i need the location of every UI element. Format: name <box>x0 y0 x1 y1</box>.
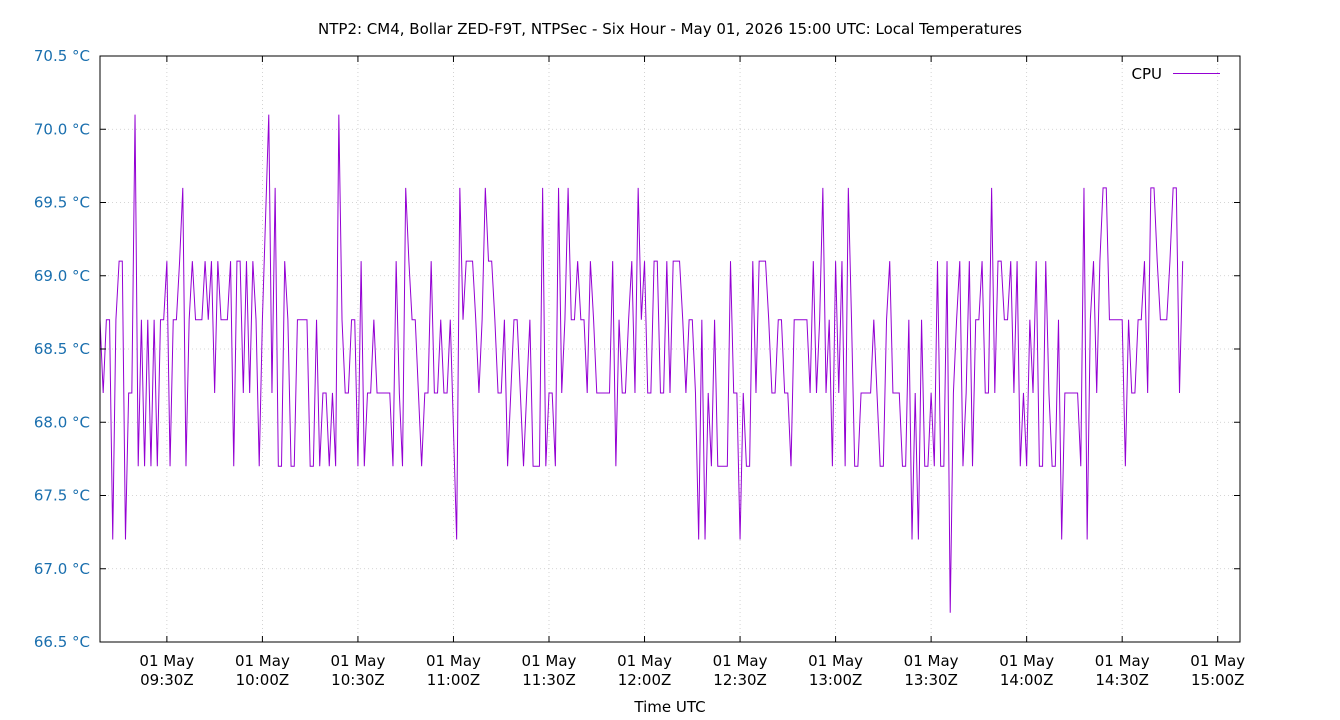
x-tick-label-time: 14:30Z <box>1095 671 1149 689</box>
x-tick-label-date: 01 May <box>330 652 385 670</box>
x-tick-label-time: 10:00Z <box>236 671 290 689</box>
x-tick-label-date: 01 May <box>904 652 959 670</box>
x-tick-label-date: 01 May <box>1190 652 1245 670</box>
x-tick-label-time: 13:00Z <box>809 671 863 689</box>
y-tick-label: 69.0 °C <box>34 267 90 285</box>
x-tick-label-date: 01 May <box>617 652 672 670</box>
x-tick-label-time: 15:00Z <box>1191 671 1245 689</box>
y-tick-label: 69.5 °C <box>34 194 90 212</box>
x-tick-label-time: 09:30Z <box>140 671 194 689</box>
x-tick-label-time: 10:30Z <box>331 671 385 689</box>
x-tick-label-date: 01 May <box>1095 652 1150 670</box>
x-tick-label-date: 01 May <box>999 652 1054 670</box>
x-tick-label-date: 01 May <box>522 652 577 670</box>
x-tick-label-time: 14:00Z <box>1000 671 1054 689</box>
x-axis-label: Time UTC <box>633 698 705 716</box>
y-tick-label: 70.0 °C <box>34 120 90 138</box>
y-tick-label: 70.5 °C <box>34 47 90 65</box>
x-tick-label-date: 01 May <box>713 652 768 670</box>
x-tick-label-date: 01 May <box>139 652 194 670</box>
x-tick-label-time: 11:00Z <box>427 671 481 689</box>
legend-label-cpu: CPU <box>1132 65 1163 83</box>
x-tick-label-time: 12:00Z <box>618 671 672 689</box>
tick-marks <box>100 55 1240 643</box>
x-tick-label-time: 12:30Z <box>713 671 767 689</box>
x-tick-label-date: 01 May <box>808 652 863 670</box>
y-tick-label: 67.5 °C <box>34 487 90 505</box>
series-layer <box>99 114 1184 613</box>
y-tick-label: 68.5 °C <box>34 340 90 358</box>
x-tick-label-date: 01 May <box>235 652 290 670</box>
y-axis-tick-labels: 66.5 °C 67.0 °C 67.5 °C 68.0 °C 68.5 °C 69.0 … <box>34 47 90 651</box>
y-tick-label: 68.0 °C <box>34 413 90 431</box>
grid-lines <box>100 56 1240 642</box>
y-tick-label: 67.0 °C <box>34 560 90 578</box>
x-tick-label-time: 13:30Z <box>904 671 958 689</box>
y-tick-label: 66.5 °C <box>34 633 90 651</box>
series-line-cpu <box>99 114 1184 613</box>
x-tick-label-date: 01 May <box>426 652 481 670</box>
x-tick-label-time: 11:30Z <box>522 671 576 689</box>
legend: CPU <box>1132 65 1220 83</box>
chart-title: NTP2: CM4, Bollar ZED-F9T, NTPSec - Six … <box>318 20 1022 38</box>
